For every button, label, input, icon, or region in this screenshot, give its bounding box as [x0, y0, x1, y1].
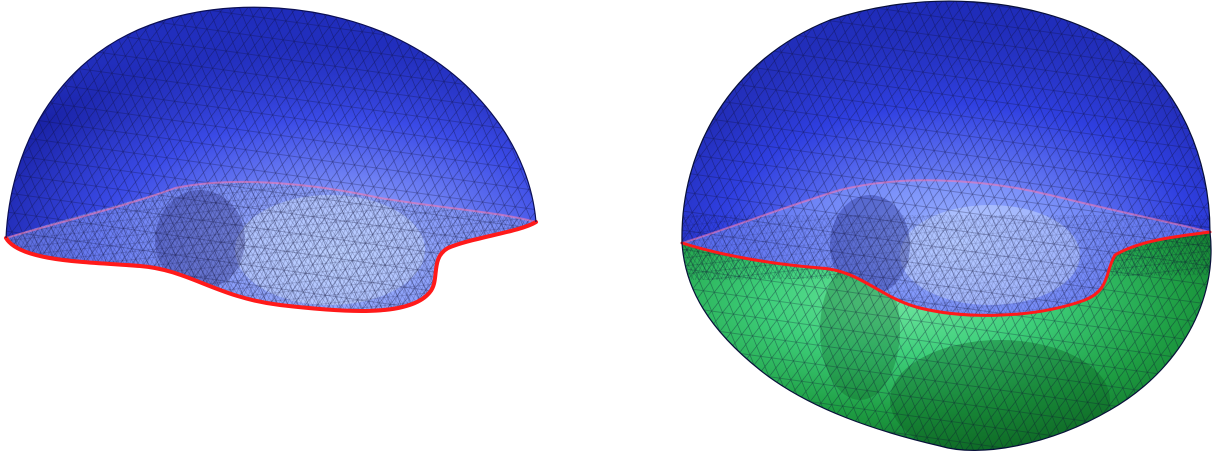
right-closed-surface-mesh — [680, 0, 1212, 451]
left-open-cap-mesh — [4, 6, 538, 314]
right-boundary-curve — [680, 230, 1212, 317]
right-back-rim-curve — [681, 179, 1211, 244]
left-back-rim-curve — [5, 180, 537, 239]
left-boundary-curve — [4, 220, 538, 314]
